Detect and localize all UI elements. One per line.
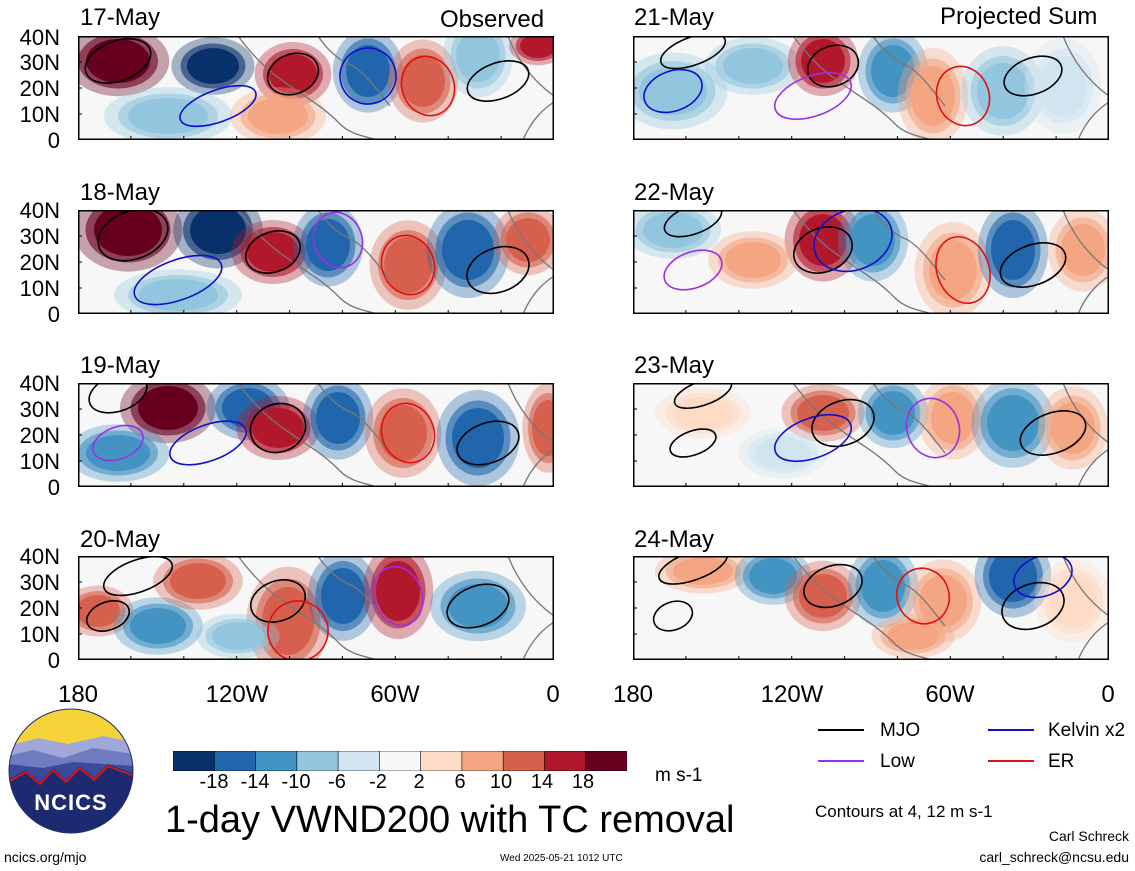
- colorbar-swatch: [213, 750, 257, 772]
- legend-swatch-kelvin: [988, 729, 1034, 731]
- y-tick-label: 0: [47, 648, 60, 673]
- y-tick-label: 30N: [19, 570, 60, 595]
- y-tick-label: 20N: [19, 596, 60, 621]
- y-tick-label: 40N: [19, 25, 60, 50]
- x-tick-label: 180: [612, 681, 654, 708]
- map-panel: [633, 383, 1109, 487]
- figure-title: 1-day VWND200 with TC removal: [165, 799, 735, 841]
- y-tick-label: 40N: [19, 371, 60, 396]
- panel-date-label: 22-May: [634, 179, 715, 206]
- panel-date-label: 19-May: [80, 352, 161, 379]
- colorbar-tick-label: -2: [369, 771, 387, 793]
- y-tick-label: 20N: [19, 423, 60, 448]
- colorbar-tick-label: 6: [454, 771, 466, 793]
- legend-swatch-er: [988, 760, 1034, 762]
- colorbar-tick-label: 2: [413, 771, 425, 793]
- x-tick-label: 120W: [760, 681, 824, 708]
- colorbar-tick-label: -10: [281, 771, 311, 793]
- panel-date-label: 23-May: [634, 352, 715, 379]
- x-tick-label: 60W: [370, 681, 420, 708]
- colorbar-swatch: [379, 750, 422, 772]
- map-panel: [78, 210, 554, 314]
- map-graphic: [633, 210, 1109, 314]
- y-tick-label: 30N: [19, 224, 60, 249]
- map-graphic: [633, 383, 1109, 487]
- y-tick-label: 10N: [19, 102, 60, 127]
- legend-label-kelvin: Kelvin x2: [1048, 720, 1126, 741]
- footer-author: Carl Schreck: [1048, 828, 1129, 844]
- map-panel: [78, 36, 554, 140]
- footer-email: carl_schreck@ncsu.edu: [979, 849, 1129, 865]
- panel-date-label: 21-May: [634, 4, 715, 31]
- colorbar-tick-label: -14: [240, 771, 270, 793]
- x-tick-label: 180: [57, 681, 99, 708]
- colorbar-units: m s-1: [655, 765, 703, 786]
- colorbar-swatch: [461, 750, 504, 772]
- map-graphic: [78, 556, 554, 660]
- legend-swatch-mjo: [818, 729, 864, 731]
- x-tick-label: 0: [546, 681, 560, 708]
- colorbar-swatch: [255, 750, 298, 772]
- map-graphic: [78, 36, 554, 140]
- y-tick-label: 10N: [19, 276, 60, 301]
- panel-date-label: 18-May: [80, 179, 161, 206]
- map-graphic: [633, 36, 1109, 140]
- ncics-logo: NCICS: [8, 708, 134, 834]
- x-tick-label: 60W: [925, 681, 975, 708]
- colorbar-graphic: [172, 750, 628, 772]
- y-tick-label: 20N: [19, 76, 60, 101]
- map-graphic: [78, 210, 554, 314]
- y-tick-label: 30N: [19, 50, 60, 75]
- colorbar-tick-label: 10: [489, 771, 513, 793]
- projected-header: Projected Sum: [940, 3, 1098, 30]
- y-tick-label: 0: [47, 128, 60, 153]
- ncics-logo-graphic: [8, 708, 134, 834]
- map-graphic: [78, 383, 554, 487]
- panel-date-label: 17-May: [80, 4, 161, 31]
- map-panel: [633, 556, 1109, 660]
- x-tick-label: 120W: [205, 681, 269, 708]
- panel-date-label: 24-May: [634, 526, 715, 553]
- colorbar-swatch: [296, 750, 339, 772]
- colorbar-swatch: [502, 750, 546, 772]
- map-panel: [633, 36, 1109, 140]
- colorbar-tick-label: 14: [530, 771, 554, 793]
- footer-timestamp: Wed 2025-05-21 1012 UTC: [500, 853, 623, 864]
- footer-url: ncics.org/mjo: [4, 849, 87, 865]
- colorbar: [172, 750, 628, 772]
- y-tick-label: 10N: [19, 622, 60, 647]
- observed-header: Observed: [440, 6, 545, 33]
- ncics-logo-text: NCICS: [34, 790, 108, 815]
- y-tick-label: 0: [47, 302, 60, 327]
- colorbar-tick-label: -18: [199, 771, 229, 793]
- colorbar-swatch: [544, 750, 587, 772]
- y-tick-label: 30N: [19, 397, 60, 422]
- x-tick-label: 0: [1101, 681, 1115, 708]
- y-tick-label: 10N: [19, 449, 60, 474]
- y-tick-label: 40N: [19, 544, 60, 569]
- colorbar-swatch: [172, 750, 216, 772]
- y-tick-label: 20N: [19, 250, 60, 275]
- y-tick-label: 0: [47, 475, 60, 500]
- map-panel: [78, 383, 554, 487]
- legend-label-er: ER: [1048, 751, 1075, 772]
- legend-label-mjo: MJO: [880, 720, 921, 741]
- map-graphic: [633, 556, 1109, 660]
- colorbar-swatch: [420, 750, 463, 772]
- map-panel: [78, 556, 554, 660]
- contours-note: Contours at 4, 12 m s-1: [815, 802, 993, 821]
- map-panel: [633, 210, 1109, 314]
- colorbar-swatch: [585, 750, 628, 772]
- colorbar-swatch: [337, 750, 381, 772]
- legend-label-low: Low: [880, 751, 915, 772]
- y-tick-label: 40N: [19, 198, 60, 223]
- panel-date-label: 20-May: [80, 526, 161, 553]
- colorbar-tick-label: -6: [328, 771, 346, 793]
- colorbar-tick-label: 18: [571, 771, 595, 793]
- legend-swatch-low: [818, 760, 864, 762]
